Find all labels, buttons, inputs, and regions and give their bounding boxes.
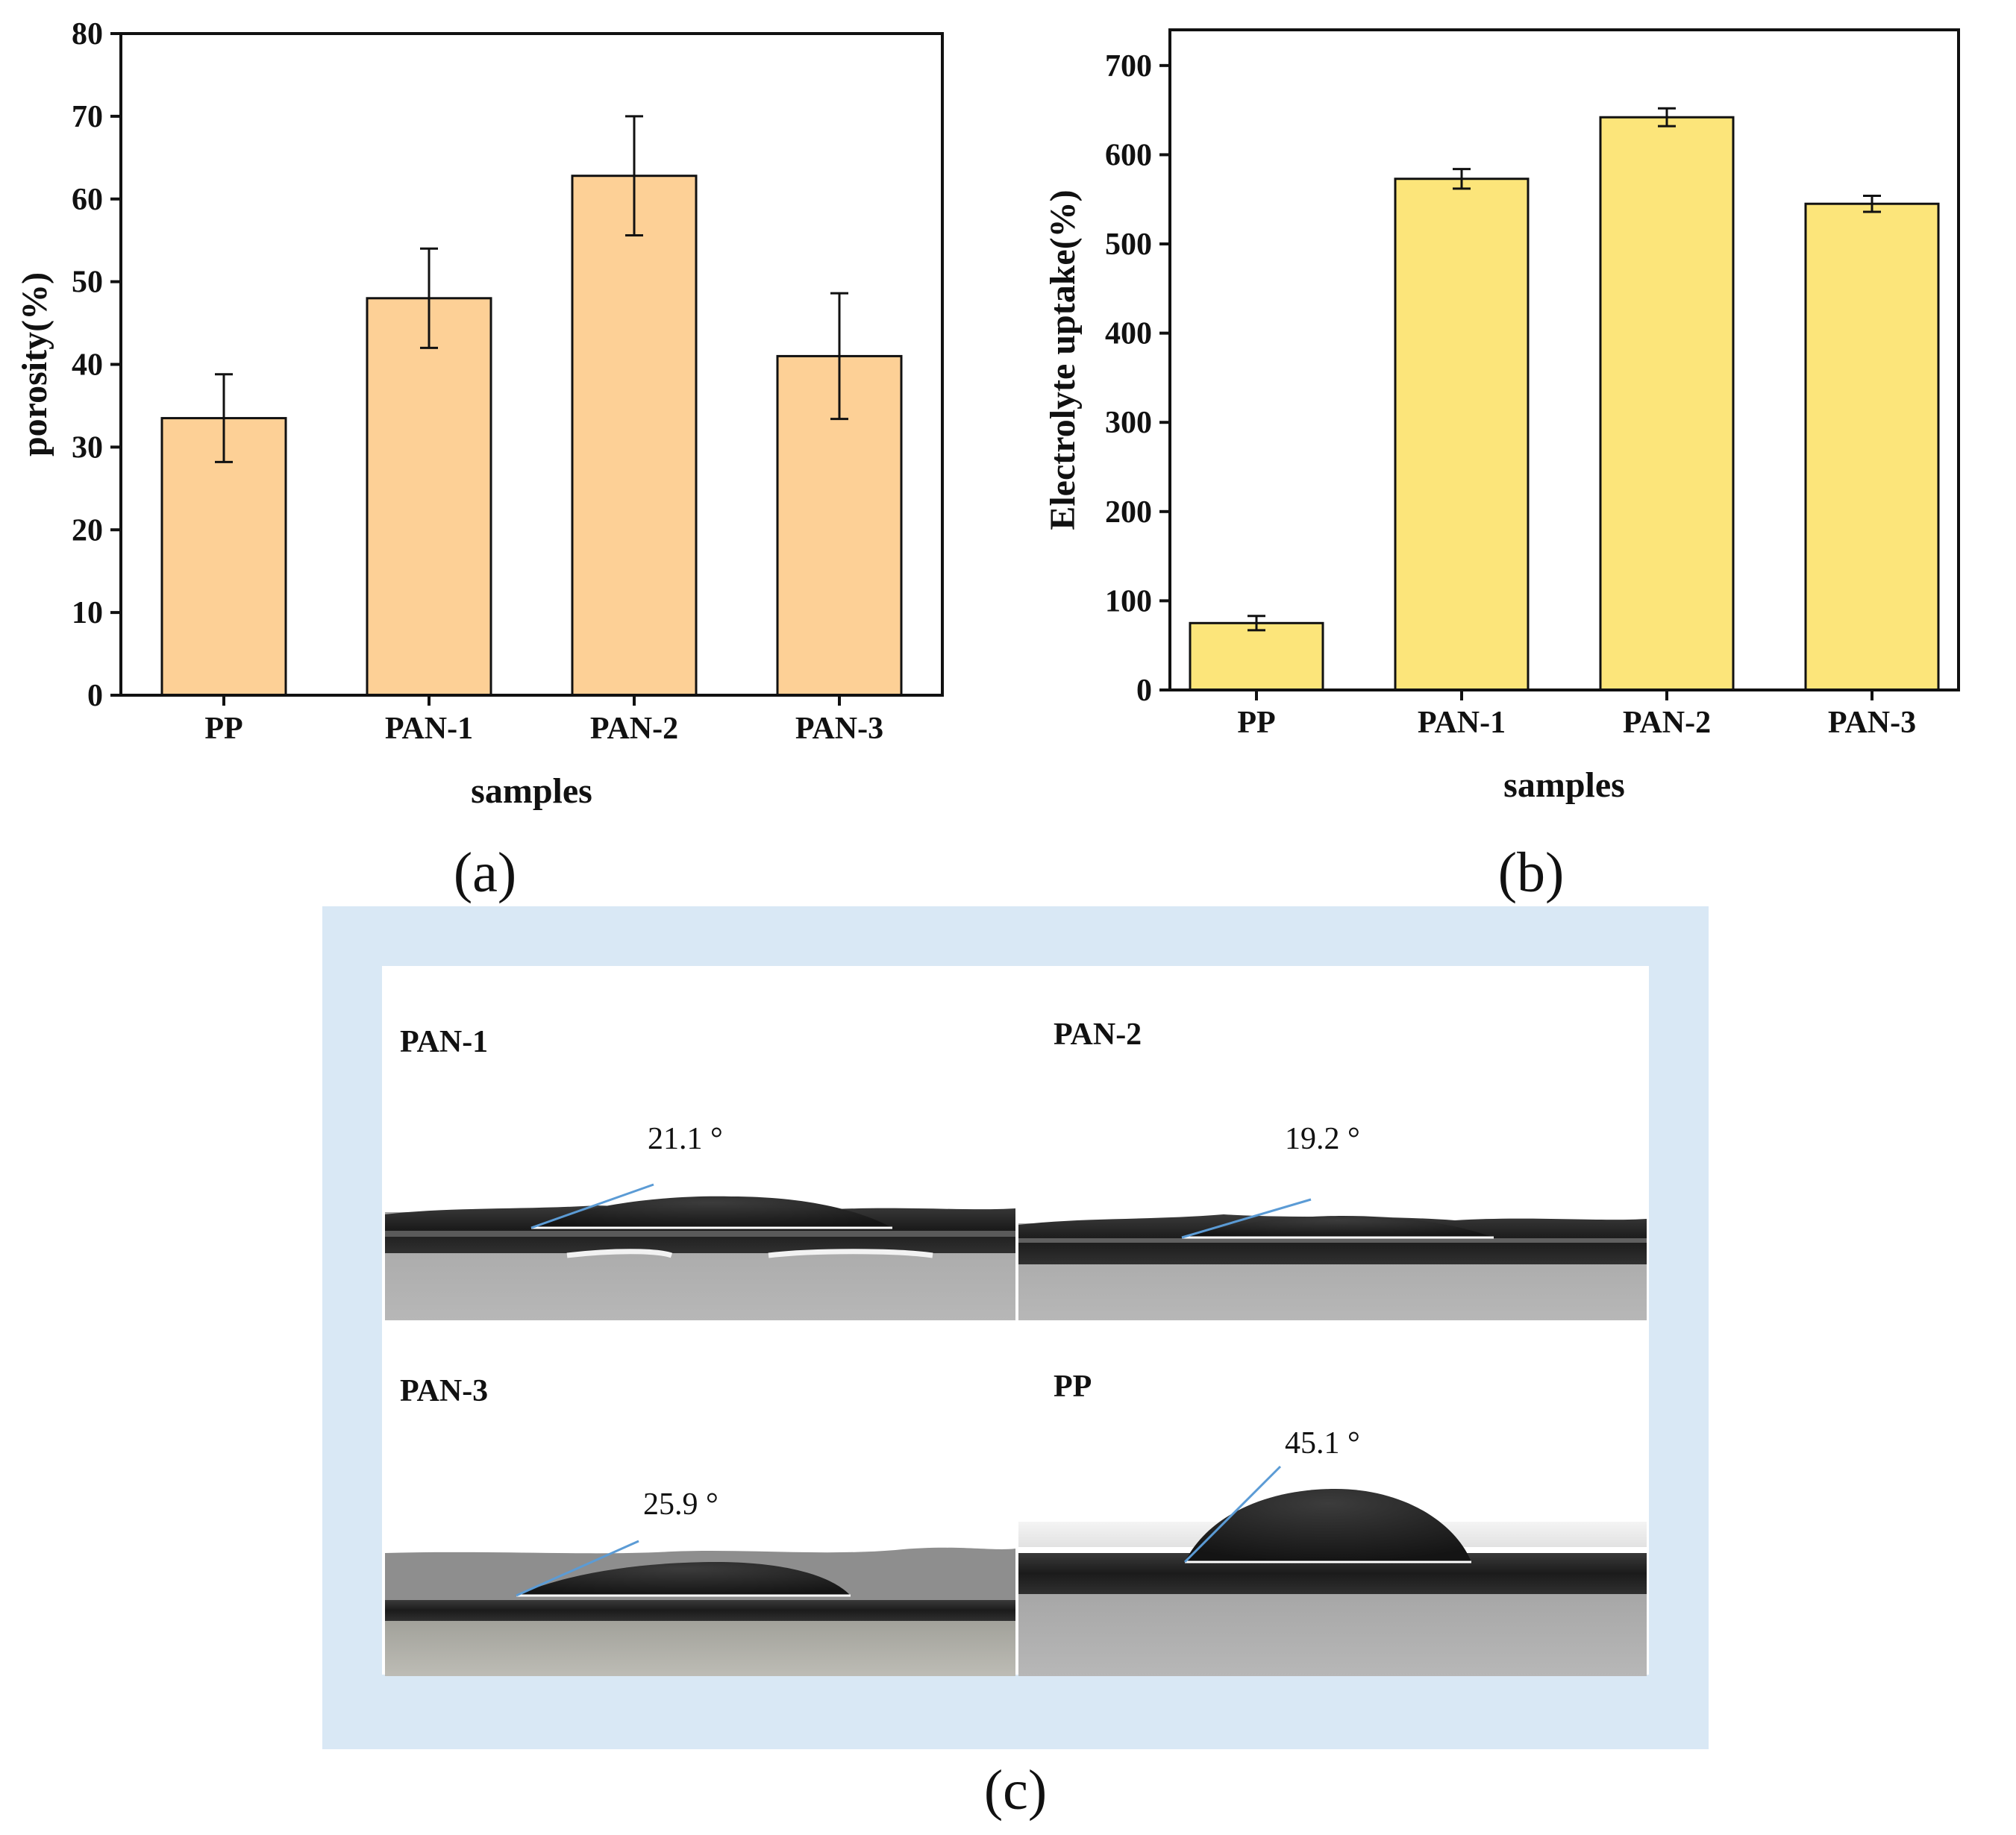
droplet [1182, 1216, 1494, 1238]
porosity-x-ticks: PP PAN-1 PAN-2 PAN-3 [204, 695, 883, 746]
porosity-y-ticks: 0 10 20 30 40 50 60 70 80 [72, 17, 121, 713]
tangent-line [1183, 1465, 1282, 1563]
uptake-bars [1189, 116, 1940, 691]
panel-label-c: (c) [984, 1759, 1047, 1822]
contact-angle-image-pan2: PAN-2 19.2 ° [1018, 970, 1647, 1320]
uptake-y-tick-label: 200 [1105, 495, 1152, 530]
uptake-x-tick-label: PAN-3 [1828, 706, 1916, 740]
porosity-y-tick-label: 10 [72, 596, 103, 630]
tangent-line [1181, 1198, 1312, 1239]
uptake-y-tick-label: 600 [1105, 138, 1152, 172]
substrate-shadow [1018, 1589, 1647, 1676]
uptake-x-tick-label: PP [1237, 706, 1275, 740]
porosity-bars [160, 175, 903, 697]
image-label-pan3: PAN-3 [400, 1374, 488, 1408]
uptake-y-ticks: 0 100 200 300 400 500 600 700 [1105, 49, 1170, 708]
uptake-error-bar-pan-3 [1863, 194, 1881, 213]
uptake-x-tick-label: PAN-2 [1623, 706, 1711, 740]
membrane-edge [1018, 1238, 1647, 1243]
porosity-bar-pp [160, 417, 287, 697]
porosity-y-tick-label: 60 [72, 183, 103, 217]
uptake-x-ticks: PP PAN-1 PAN-2 PAN-3 [1237, 690, 1916, 740]
contact-angle-image-pan3: PAN-3 25.9 ° [385, 1326, 1015, 1676]
uptake-y-axis-title: Electrolyte uptake(%) [1043, 189, 1083, 530]
porosity-y-tick-label: 20 [72, 513, 103, 548]
porosity-x-tick-label: PAN-3 [795, 712, 883, 746]
angle-value-pan2: 19.2 ° [1285, 1122, 1360, 1156]
porosity-error-bars [215, 115, 848, 463]
angle-value-pan3: 25.9 ° [643, 1487, 719, 1522]
image-label-pan1: PAN-1 [400, 1025, 488, 1059]
reflection [566, 1249, 933, 1258]
droplet [531, 1196, 892, 1228]
droplet [1185, 1489, 1471, 1562]
uptake-y-tick-label: 100 [1105, 584, 1152, 618]
porosity-x-tick-label: PP [204, 712, 242, 746]
porosity-x-tick-label: PAN-2 [590, 712, 678, 746]
membrane-band [385, 1600, 1015, 1621]
uptake-y-tick-label: 500 [1105, 228, 1152, 262]
porosity-error-bar-pan-1 [420, 247, 438, 349]
uptake-y-tick-label: 300 [1105, 406, 1152, 440]
uptake-error-bar-pan-2 [1658, 107, 1676, 128]
porosity-x-tick-label: PAN-1 [385, 712, 473, 746]
porosity-bar-pan-1 [366, 297, 492, 697]
porosity-error-bar-pan-2 [625, 115, 643, 237]
uptake-x-tick-label: PAN-1 [1418, 706, 1506, 740]
membrane-edge [385, 1231, 1015, 1237]
porosity-x-axis-title: samples [471, 771, 592, 811]
porosity-error-bar-pp [215, 373, 233, 463]
panel-label-b: (b) [1498, 841, 1565, 904]
contact-angle-image-pan1: PAN-1 21.1 ° [385, 970, 1015, 1320]
tangent-line [530, 1183, 654, 1229]
porosity-y-tick-label: 0 [87, 679, 103, 713]
contact-angle-image-pp: PP 45.1 ° [1018, 1326, 1647, 1676]
porosity-error-bar-pan-3 [830, 292, 848, 421]
uptake-plot-frame [1168, 28, 1960, 691]
uptake-error-bar-pp [1248, 615, 1265, 632]
angle-value-pp: 45.1 ° [1285, 1426, 1360, 1461]
porosity-chart: 0 10 20 30 40 50 60 70 80 PP PAN-1 PAN-2 PAN-3 poro… [15, 17, 944, 811]
panel-label-a: (a) [454, 841, 516, 904]
tangent-line [516, 1540, 639, 1597]
uptake-y-tick-label: 700 [1105, 49, 1152, 84]
uptake-bar-pan-1 [1394, 178, 1530, 691]
porosity-y-tick-label: 40 [72, 348, 103, 383]
porosity-y-tick-label: 50 [72, 266, 103, 300]
uptake-bar-pan-3 [1804, 202, 1940, 691]
porosity-y-tick-label: 70 [72, 100, 103, 134]
substrate-shadow [385, 1611, 1015, 1676]
image-label-pp: PP [1054, 1370, 1092, 1404]
image-label-pan2: PAN-2 [1054, 1017, 1142, 1052]
porosity-y-tick-label: 80 [72, 17, 103, 51]
uptake-y-tick-label: 0 [1136, 674, 1152, 708]
uptake-y-tick-label: 400 [1105, 317, 1152, 351]
uptake-error-bar-pan-1 [1453, 168, 1471, 190]
uptake-bar-pan-2 [1599, 116, 1735, 691]
electrolyte-uptake-chart: 0 100 200 300 400 500 600 700 PP PAN-1 PAN-2 PAN-3… [1043, 28, 1960, 805]
porosity-bar-pan-2 [571, 175, 698, 697]
porosity-y-tick-label: 30 [72, 430, 103, 465]
angle-value-pan1: 21.1 ° [648, 1122, 723, 1156]
contact-angle-panel: PAN-1 21.1 ° PAN-2 19.2 ° PAN-3 25.9 ° [322, 906, 1709, 1749]
uptake-error-bars [1248, 107, 1881, 632]
uptake-x-axis-title: samples [1503, 765, 1625, 805]
porosity-y-axis-title: porosity(%) [15, 272, 54, 457]
droplet [516, 1562, 851, 1596]
uptake-bar-pp [1189, 621, 1324, 691]
